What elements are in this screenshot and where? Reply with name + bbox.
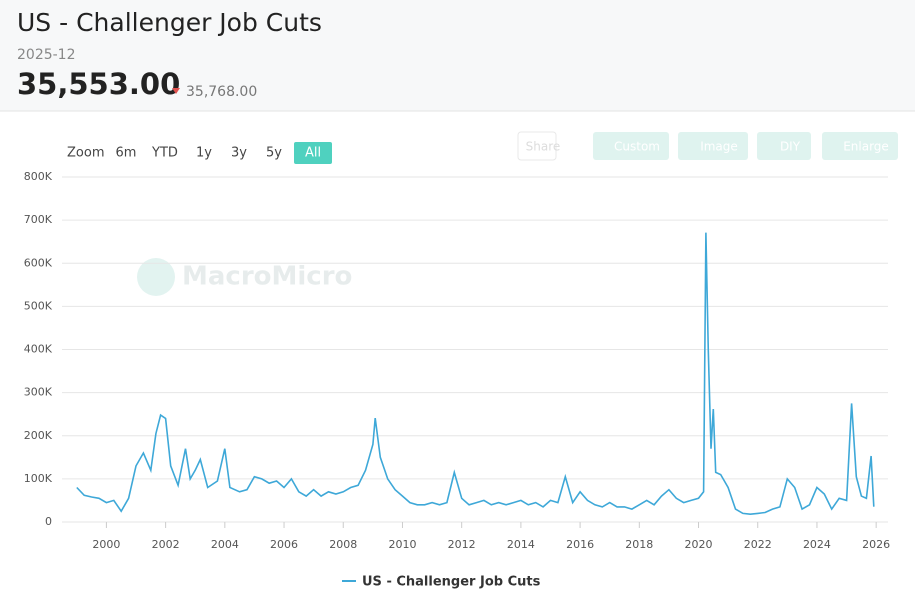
toolbar-button-label: Share — [526, 140, 561, 154]
x-tick-label: 2006 — [270, 538, 298, 551]
value: 35,553.00 — [17, 67, 180, 101]
range-button[interactable]: YTD — [151, 146, 178, 161]
toolbar-button-label: Custom — [614, 140, 660, 154]
y-tick-label: 800K — [24, 170, 53, 183]
series-line — [76, 232, 875, 516]
x-tick-label: 2014 — [507, 538, 535, 551]
range-button[interactable]: 5y — [266, 146, 282, 161]
x-tick-label: 2026 — [862, 538, 890, 551]
toolbar-button[interactable] — [593, 132, 669, 160]
x-tick-label: 2024 — [803, 538, 831, 551]
toolbar-button[interactable] — [757, 132, 811, 160]
date: 2025-12 — [17, 47, 76, 63]
zoom-label: Zoom — [67, 146, 104, 161]
previous-value: 35,768.00 — [186, 84, 257, 100]
range-button[interactable]: 3y — [231, 146, 247, 161]
y-tick-label: 500K — [24, 299, 53, 312]
x-tick-label: 2018 — [625, 538, 653, 551]
toolbar-button[interactable] — [822, 132, 898, 160]
toolbar-button[interactable] — [678, 132, 748, 160]
y-tick-label: 100K — [24, 472, 53, 485]
range-active-bg — [294, 142, 332, 164]
range-button[interactable]: 6m — [116, 146, 137, 161]
x-tick-label: 2012 — [448, 538, 476, 551]
range-button[interactable]: All — [305, 146, 321, 161]
x-tick-label: 2000 — [92, 538, 120, 551]
y-tick-label: 400K — [24, 343, 53, 356]
toolbar-button-label: DIY — [780, 140, 801, 154]
x-tick-label: 2020 — [685, 538, 713, 551]
y-tick-label: 0 — [45, 515, 52, 528]
down-arrow — [172, 88, 180, 94]
legend-label: US - Challenger Job Cuts — [362, 575, 541, 590]
y-tick-label: 300K — [24, 386, 53, 399]
y-tick-label: 700K — [24, 213, 53, 226]
watermark: MacroMicro — [182, 262, 352, 292]
x-tick-label: 2016 — [566, 538, 594, 551]
toolbar-button-label: Enlarge — [843, 140, 889, 154]
x-tick-label: 2010 — [388, 538, 416, 551]
toolbar-button-label: Image — [700, 140, 738, 154]
header-bg — [0, 0, 915, 111]
range-button[interactable]: 1y — [196, 146, 212, 161]
watermark-logo — [137, 258, 175, 296]
x-tick-label: 2004 — [211, 538, 239, 551]
x-tick-label: 2022 — [744, 538, 772, 551]
y-tick-label: 600K — [24, 256, 53, 269]
x-tick-label: 2008 — [329, 538, 357, 551]
toolbar-button[interactable] — [517, 131, 557, 161]
x-tick-label: 2002 — [152, 538, 180, 551]
title: US - Challenger Job Cuts — [17, 8, 322, 37]
y-tick-label: 200K — [24, 429, 53, 442]
